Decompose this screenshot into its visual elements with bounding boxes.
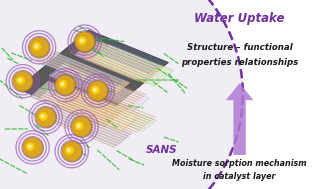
Ellipse shape: [78, 36, 87, 45]
Ellipse shape: [26, 142, 35, 151]
Ellipse shape: [55, 75, 75, 95]
Ellipse shape: [27, 144, 32, 149]
Polygon shape: [91, 44, 173, 86]
Ellipse shape: [67, 148, 71, 152]
Ellipse shape: [60, 82, 65, 86]
Text: Water Uptake: Water Uptake: [194, 12, 285, 25]
Text: Moisture sorption mechanism: Moisture sorption mechanism: [172, 159, 307, 168]
Ellipse shape: [0, 0, 243, 189]
Ellipse shape: [62, 141, 82, 161]
Polygon shape: [38, 83, 131, 129]
Polygon shape: [30, 81, 123, 127]
Ellipse shape: [39, 112, 48, 121]
Polygon shape: [74, 40, 157, 81]
Polygon shape: [37, 50, 130, 94]
Ellipse shape: [32, 42, 41, 51]
Polygon shape: [46, 86, 140, 132]
Ellipse shape: [37, 108, 57, 128]
Ellipse shape: [80, 38, 84, 43]
Text: SANS: SANS: [145, 145, 177, 155]
Ellipse shape: [72, 117, 93, 137]
Polygon shape: [63, 88, 156, 131]
Ellipse shape: [75, 32, 95, 51]
Ellipse shape: [34, 44, 38, 48]
Ellipse shape: [14, 72, 34, 92]
Polygon shape: [41, 103, 131, 146]
Ellipse shape: [23, 138, 42, 157]
Ellipse shape: [30, 38, 50, 58]
Ellipse shape: [75, 32, 96, 52]
Ellipse shape: [23, 138, 44, 158]
Ellipse shape: [91, 86, 100, 94]
Ellipse shape: [18, 78, 22, 82]
Ellipse shape: [65, 146, 74, 155]
Polygon shape: [82, 42, 165, 84]
Text: in catalyst layer: in catalyst layer: [203, 172, 276, 181]
FancyArrow shape: [226, 83, 254, 155]
Ellipse shape: [29, 37, 49, 57]
Text: Structure – functional: Structure – functional: [187, 43, 292, 52]
Ellipse shape: [40, 114, 45, 118]
Polygon shape: [17, 30, 169, 121]
Ellipse shape: [76, 123, 81, 128]
Ellipse shape: [75, 122, 83, 130]
Text: properties relationships: properties relationships: [181, 58, 298, 67]
Ellipse shape: [16, 76, 25, 85]
Ellipse shape: [59, 80, 67, 89]
Ellipse shape: [56, 75, 77, 96]
Ellipse shape: [88, 81, 108, 101]
Ellipse shape: [93, 88, 97, 92]
Ellipse shape: [88, 81, 109, 101]
Ellipse shape: [63, 142, 83, 162]
Polygon shape: [49, 63, 150, 111]
Ellipse shape: [13, 71, 33, 91]
Ellipse shape: [36, 107, 55, 127]
Ellipse shape: [72, 117, 91, 136]
